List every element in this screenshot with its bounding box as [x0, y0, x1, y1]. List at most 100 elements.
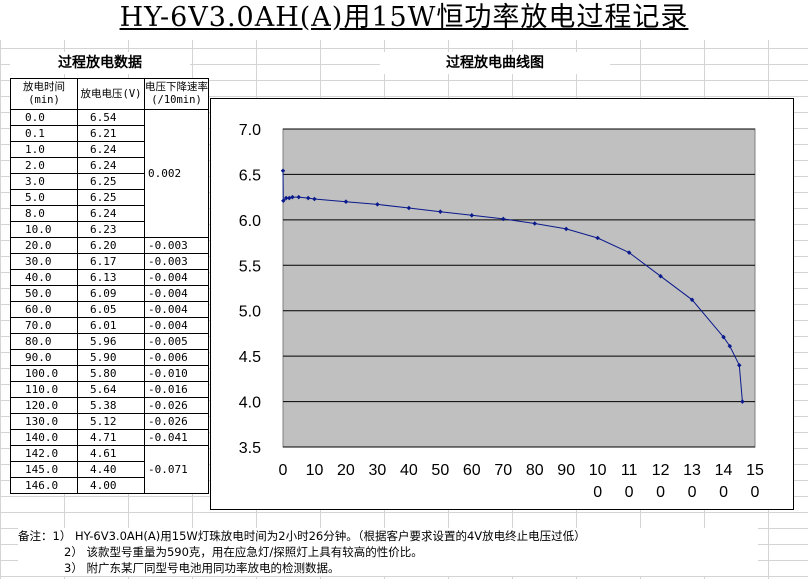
notes-block: 备注：1） HY-6V3.0AH(A)用15W灯珠放电时间为2小时26分钟。（根…	[18, 528, 758, 576]
x-tick-label-second-line: 0	[593, 484, 602, 501]
cell-voltage: 5.38	[77, 397, 145, 414]
cell-time: 90.0	[10, 349, 78, 366]
cell-time: 3.0	[10, 173, 78, 190]
note-2: 2） 该款型号重量为590克，用在应急灯/探照灯上具有较高的性价比。	[64, 545, 423, 559]
x-tick-label: 40	[400, 462, 418, 479]
cell-rate: -0.006	[144, 349, 209, 366]
cell-time: 60.0	[10, 301, 78, 318]
chart-frame: 3.5 4.0 4.5 5.0 5.5 6.0 6.5 7.0 0 10 20 30 40 50 60 70…	[210, 98, 794, 510]
cell-voltage: 6.24	[77, 205, 145, 222]
table-row: 60.0 6.05 -0.004	[10, 301, 209, 318]
note-1: 备注：1） HY-6V3.0AH(A)用15W灯珠放电时间为2小时26分钟。（根…	[18, 529, 586, 543]
cell-time: 120.0	[10, 397, 78, 414]
page-title: HY-6V3.0AH(A)用15W恒功率放电过程记录	[0, 0, 808, 40]
y-tick-label: 7.0	[239, 122, 261, 139]
x-tick-label: 10	[589, 462, 607, 479]
cell-time: 70.0	[10, 317, 78, 334]
cell-time: 130.0	[10, 413, 78, 430]
table-header-row: 放电时间(min) 放电电压(V) 电压下降速率(/10min)	[10, 78, 209, 110]
cell-voltage: 6.09	[77, 285, 145, 302]
cell-voltage: 6.25	[77, 189, 145, 206]
y-tick-label: 4.5	[239, 349, 261, 366]
x-tick-label: 70	[494, 462, 512, 479]
cell-time: 30.0	[10, 253, 78, 270]
cell-voltage: 5.64	[77, 381, 145, 398]
table-row: 140.0 4.71 -0.041	[10, 429, 209, 446]
cell-time: 0.1	[10, 125, 78, 142]
cell-voltage: 4.00	[77, 477, 145, 494]
table-row: 80.0 5.96 -0.005	[10, 333, 209, 350]
x-tick-label-second-line: 0	[625, 484, 634, 501]
cell-voltage: 5.96	[77, 333, 145, 350]
cell-rate: -0.010	[144, 365, 209, 382]
chart-title: 过程放电曲线图	[380, 52, 610, 74]
x-tick-label: 30	[369, 462, 387, 479]
table-row: 10.0 6.23	[10, 221, 209, 238]
cell-voltage: 4.40	[77, 461, 145, 478]
cell-rate: -0.003	[144, 253, 209, 270]
plot-area	[282, 128, 756, 448]
table-row: 100.0 5.80 -0.010	[10, 365, 209, 382]
cell-voltage: 4.71	[77, 429, 145, 446]
cell-voltage: 6.25	[77, 173, 145, 190]
x-tick-label: 10	[306, 462, 324, 479]
cell-time: 140.0	[10, 429, 78, 446]
table-row: 50.0 6.09 -0.004	[10, 285, 209, 302]
x-tick-label: 90	[557, 462, 575, 479]
header-voltage: 放电电压(V)	[77, 78, 145, 110]
table-row: 0.0 6.54 0.002	[10, 109, 209, 238]
cell-voltage: 5.80	[77, 365, 145, 382]
table-row: 70.0 6.01 -0.004	[10, 317, 209, 334]
x-tick-label: 20	[337, 462, 355, 479]
x-tick-label: 80	[526, 462, 544, 479]
cell-time: 100.0	[10, 365, 78, 382]
x-tick-label: 60	[463, 462, 481, 479]
cell-rate: -0.004	[144, 301, 209, 318]
x-tick-label-second-line: 0	[656, 484, 665, 501]
cell-voltage: 6.20	[77, 237, 145, 254]
x-tick-label: 50	[431, 462, 449, 479]
table-row: 90.0 5.90 -0.006	[10, 349, 209, 366]
y-tick-label: 6.5	[239, 167, 261, 184]
cell-time: 2.0	[10, 157, 78, 174]
cell-rate-merged: 0.002	[144, 109, 209, 238]
x-tick-label: 0	[279, 462, 288, 479]
x-tick-label: 15	[746, 462, 764, 479]
cell-voltage: 6.24	[77, 157, 145, 174]
y-tick-label: 6.0	[239, 213, 261, 230]
cell-voltage: 6.13	[77, 269, 145, 286]
cell-time: 110.0	[10, 381, 78, 398]
table-title: 过程放电数据	[10, 52, 190, 74]
table-row: 110.0 5.64 -0.016	[10, 381, 209, 398]
data-point	[563, 226, 569, 232]
cell-rate-merged: -0.071	[144, 445, 209, 494]
x-tick-label-second-line: 0	[751, 484, 760, 501]
discharge-data-table: 放电时间(min) 放电电压(V) 电压下降速率(/10min) 0.0 6.54…	[10, 78, 209, 494]
cell-time: 40.0	[10, 269, 78, 286]
cell-rate: -0.005	[144, 333, 209, 350]
x-tick-label: 13	[683, 462, 701, 479]
table-row: 142.0 4.61 -0.071	[10, 445, 209, 494]
data-point	[740, 399, 745, 404]
cell-time: 146.0	[10, 477, 78, 494]
cell-time: 142.0	[10, 445, 78, 462]
cell-rate: -0.004	[144, 285, 209, 302]
cell-time: 50.0	[10, 285, 78, 302]
data-point	[689, 297, 695, 303]
y-axis-ticks: 3.5 4.0 4.5 5.0 5.5 6.0 6.5 7.0	[239, 122, 261, 457]
x-tick-label-second-line: 0	[688, 484, 697, 501]
table-row: 120.0 5.38 -0.026	[10, 397, 209, 414]
data-point	[469, 213, 475, 218]
cell-voltage: 6.05	[77, 301, 145, 318]
data-point	[737, 362, 742, 368]
cell-voltage: 6.21	[77, 125, 145, 142]
table-row: 5.0 6.25	[10, 189, 209, 206]
cell-rate: -0.004	[144, 317, 209, 334]
cell-time: 20.0	[10, 237, 78, 254]
table-row: 130.0 5.12 -0.026	[10, 413, 209, 430]
cell-voltage: 4.61	[77, 445, 145, 462]
cell-time: 5.0	[10, 189, 78, 206]
gridlines	[283, 128, 755, 448]
table-row: 30.0 6.17 -0.003	[10, 253, 209, 270]
